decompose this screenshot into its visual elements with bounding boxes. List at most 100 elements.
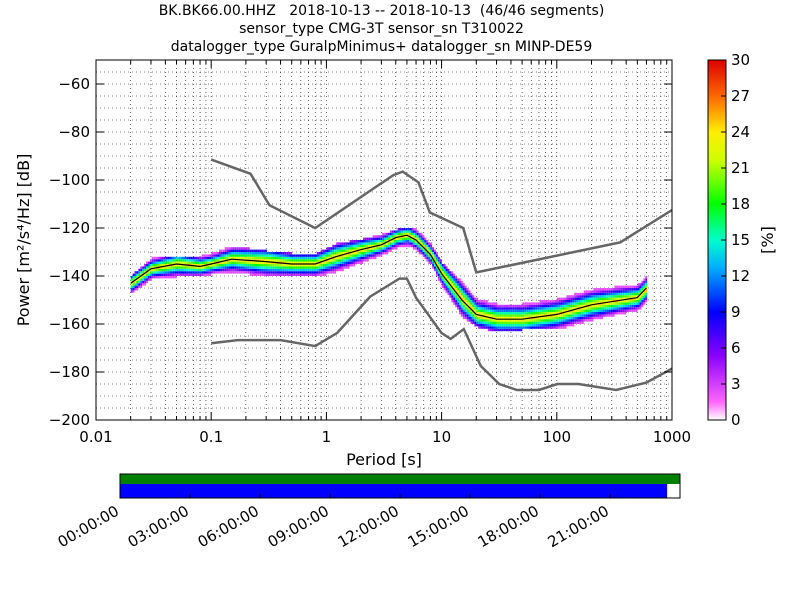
density-cell — [236, 266, 239, 269]
density-cell — [347, 256, 350, 260]
density-cell — [410, 240, 413, 243]
density-cell — [339, 259, 342, 262]
density-cell — [485, 316, 488, 320]
density-cell — [457, 283, 459, 286]
density-cell — [627, 302, 630, 305]
density-cell — [355, 259, 358, 262]
density-cell — [134, 288, 137, 291]
density-cell — [579, 300, 582, 303]
density-cell — [136, 271, 139, 274]
density-cell — [368, 242, 371, 245]
density-cell — [209, 254, 212, 257]
density-cell — [257, 261, 260, 264]
density-cell — [217, 252, 219, 255]
density-cell — [245, 271, 248, 274]
density-cell — [213, 268, 216, 272]
density-cell — [441, 266, 444, 269]
density-cell — [357, 244, 360, 248]
density-cell — [320, 249, 323, 252]
density-cell — [330, 247, 333, 250]
density-cell — [138, 268, 141, 272]
density-cell — [564, 307, 567, 310]
density-cell — [514, 324, 517, 327]
density-cell — [514, 312, 517, 315]
density-cell — [539, 302, 542, 305]
density-cell — [357, 247, 360, 250]
density-cell — [249, 268, 252, 272]
density-cell — [620, 295, 623, 298]
density-cell — [362, 237, 365, 240]
density-cell — [272, 254, 275, 257]
density-cell — [188, 261, 191, 264]
density-cell — [576, 304, 579, 308]
density-cell — [232, 259, 235, 262]
density-cell — [265, 261, 267, 264]
density-cell — [226, 252, 229, 255]
density-cell — [184, 266, 187, 269]
density-cell — [556, 326, 559, 329]
density-cell — [595, 316, 598, 320]
density-cell — [253, 261, 256, 264]
density-cell — [518, 324, 521, 327]
density-cell — [524, 314, 527, 317]
density-cell — [295, 266, 298, 269]
density-cell — [608, 304, 611, 308]
density-cell — [374, 237, 377, 240]
density-cell — [572, 304, 575, 308]
density-cell — [401, 237, 404, 240]
density-cell — [343, 244, 346, 248]
density-cell — [290, 271, 292, 274]
density-cell — [242, 264, 244, 267]
density-cell — [560, 314, 563, 317]
density-cell — [361, 247, 363, 250]
density-cell — [439, 268, 442, 272]
density-cell — [305, 259, 308, 262]
density-cell — [291, 273, 294, 276]
density-cell — [447, 271, 450, 274]
density-cell — [445, 266, 448, 269]
density-cell — [593, 297, 596, 300]
y-tick-label: −140 — [49, 267, 90, 285]
density-cell — [564, 312, 567, 315]
density-cell — [293, 268, 296, 272]
density-cell — [528, 307, 531, 310]
density-cell — [553, 309, 555, 312]
density-cell — [578, 302, 580, 305]
density-cell — [314, 264, 317, 267]
density-cell — [458, 292, 461, 296]
density-cell — [497, 312, 500, 315]
density-cell — [508, 307, 511, 310]
density-cell — [604, 295, 607, 298]
density-cell — [553, 307, 555, 310]
density-cell — [449, 278, 452, 281]
density-cell — [578, 319, 580, 322]
density-cell — [541, 316, 544, 320]
density-cell — [259, 256, 262, 260]
density-cell — [391, 240, 394, 243]
density-cell — [395, 237, 398, 240]
density-cell — [268, 256, 271, 260]
density-cell — [512, 304, 515, 308]
density-cell — [578, 309, 580, 312]
density-cell — [311, 271, 314, 274]
density-cell — [602, 290, 605, 293]
density-cell — [226, 247, 229, 250]
density-cell — [194, 261, 196, 264]
density-cell — [572, 312, 575, 315]
density-cell — [391, 247, 394, 250]
density-cell — [624, 288, 627, 291]
density-cell — [140, 285, 143, 288]
density-cell — [564, 302, 567, 305]
density-cell — [501, 304, 504, 308]
density-cell — [610, 312, 613, 315]
density-cell — [604, 297, 607, 300]
density-cell — [414, 247, 417, 250]
density-cell — [195, 264, 198, 267]
density-cell — [326, 261, 329, 264]
density-cell — [286, 259, 289, 262]
density-cell — [562, 309, 565, 312]
density-cell — [249, 261, 252, 264]
density-cell — [556, 314, 559, 317]
density-cell — [437, 259, 440, 262]
density-cell — [593, 290, 596, 293]
